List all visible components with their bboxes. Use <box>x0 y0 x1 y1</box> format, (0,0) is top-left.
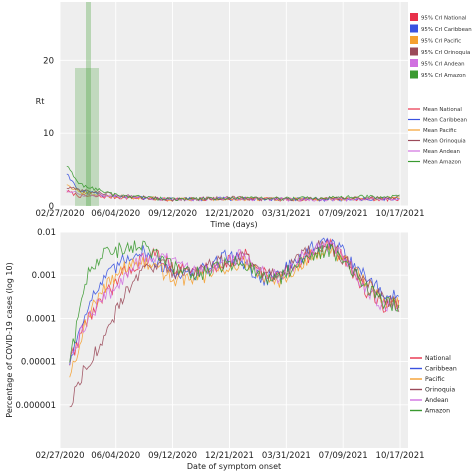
ci-legend-swatch <box>410 13 418 21</box>
y-tick-label: 0.00001 <box>21 358 56 368</box>
ci-band-amazon <box>75 68 99 206</box>
rt-panel: 02/27/2020 06/04/2020 09/12/2020 12/21/2020… <box>36 2 472 229</box>
x-tick-label: 10/17/2021 <box>376 209 425 219</box>
mean-legend-label: Mean Amazon <box>423 160 461 166</box>
ci-legend-swatch <box>410 70 418 79</box>
y-tick-label: 0.000001 <box>15 401 56 411</box>
x-tick-label: 10/17/2021 <box>376 451 425 461</box>
x-tick-label: 09/12/2020 <box>148 209 197 219</box>
plot-background <box>60 2 408 206</box>
x-tick-label: 09/12/2020 <box>148 451 197 461</box>
legend-label: Pacific <box>425 376 445 383</box>
x-tick-label: 03/31/2021 <box>262 209 311 219</box>
series-line-5 <box>66 165 400 202</box>
x-tick-label: 06/04/2020 <box>91 209 140 219</box>
ci-legend-label: 95% CrI Pacific <box>421 39 461 45</box>
mean-legend-label: Mean Caribbean <box>423 118 467 124</box>
cases-panel: 02/27/2020 06/04/2020 09/12/2020 12/21/2021… <box>5 228 457 471</box>
x-tick-label: 07/09/2021 <box>319 209 368 219</box>
ci-legend-swatch <box>410 59 418 67</box>
legend-label: Orinoquia <box>425 387 455 394</box>
x-tick-label: 02/27/2020 <box>36 209 85 219</box>
ci-legend-swatch <box>410 24 418 33</box>
legend-label: National <box>425 355 451 362</box>
ci-legend-label: 95% CrI Amazon <box>421 73 466 79</box>
y-tick-label: 0.01 <box>37 228 56 238</box>
y-axis-label: Rt <box>36 97 45 106</box>
legend-label: Caribbean <box>425 366 457 373</box>
ci-band-amazon-peak <box>86 2 91 206</box>
mean-legend-label: Mean Orinoquia <box>423 139 466 145</box>
ci-legend-label: 95% CrI National <box>421 16 466 22</box>
ci-legend-label: 95% CrI Caribbean <box>421 27 472 33</box>
y-tick-label: 10 <box>43 129 54 139</box>
x-tick-label: 02/27/2020 <box>36 451 85 461</box>
y-tick-label: 0 <box>49 202 54 212</box>
ci-legend-label: 95% CrI Orinoquia <box>421 50 470 56</box>
x-tick-label: 03/31/2021 <box>262 451 311 461</box>
ci-legend-swatch <box>410 36 418 44</box>
legend-label: Andean <box>425 397 449 404</box>
y-tick-label: 0.0001 <box>26 314 56 324</box>
y-tick-label: 0.001 <box>32 271 56 281</box>
mean-legend-label: Mean Andean <box>423 149 460 155</box>
x-axis-label: Date of symptom onset <box>187 462 281 471</box>
y-tick-label: 20 <box>43 56 54 66</box>
mean-legend-label: Mean Pacific <box>423 128 457 134</box>
ci-legend-swatch <box>410 47 418 56</box>
x-tick-label: 06/04/2020 <box>91 451 140 461</box>
x-axis-label: Time (days) <box>209 220 257 229</box>
ci-legend-label: 95% CrI Andean <box>421 62 465 68</box>
mean-legend-label: Mean National <box>423 107 462 113</box>
legend-label: Amazon <box>425 408 450 415</box>
x-tick-label: 12/21/2020 <box>205 209 254 219</box>
x-tick-label: 07/09/2021 <box>319 451 368 461</box>
x-tick-label: 12/21/2021 <box>205 451 254 461</box>
y-axis-label: Percentage of COVID-19 cases (log 10) <box>5 262 14 417</box>
series-line-5 <box>69 240 400 363</box>
